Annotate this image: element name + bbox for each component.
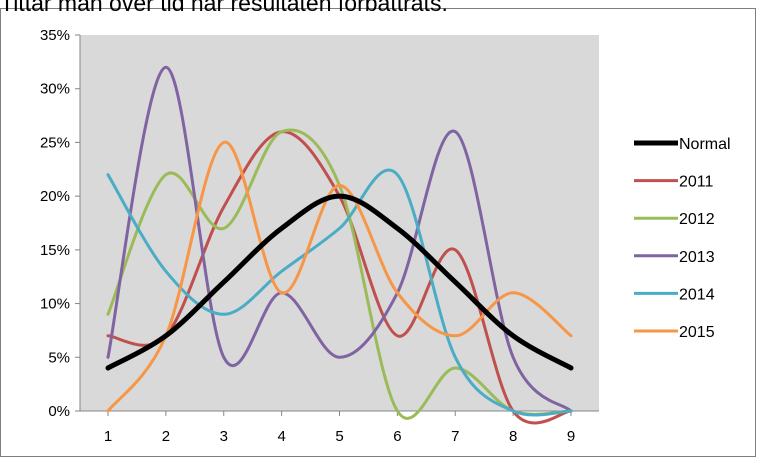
y-tick-label: 5% xyxy=(48,349,70,366)
x-tick-label: 9 xyxy=(567,428,575,445)
x-tick-label: 5 xyxy=(335,428,343,445)
y-tick-label: 30% xyxy=(40,81,70,98)
series-group xyxy=(105,65,574,425)
legend-label-2012: 2012 xyxy=(679,211,715,228)
legend-label-2011: 2011 xyxy=(679,174,714,191)
x-tick-label: 4 xyxy=(277,428,285,445)
legend-label-2014: 2014 xyxy=(679,286,715,303)
series-line-normal xyxy=(105,193,574,371)
plot-area xyxy=(80,35,599,411)
legend: Normal 2011 2012 2013 2014 2015 xyxy=(634,136,731,341)
series-line-2015 xyxy=(106,140,573,413)
y-tick-label: 0% xyxy=(48,403,70,420)
y-tick-label: 25% xyxy=(40,134,70,151)
caption-text: Tittar man över tid har resultaten förbä… xyxy=(0,0,448,15)
y-tick-label: 15% xyxy=(40,242,70,259)
y-tick-label: 35% xyxy=(40,27,70,44)
legend-label-2015: 2015 xyxy=(679,324,715,341)
x-tick-label: 8 xyxy=(509,428,517,445)
x-tick-label: 1 xyxy=(104,428,112,445)
y-tick-label: 10% xyxy=(40,296,70,313)
legend-label-normal: Normal xyxy=(679,136,731,153)
legend-label-2013: 2013 xyxy=(679,249,715,266)
x-tick-label: 6 xyxy=(393,428,401,445)
x-tick-label: 3 xyxy=(220,428,228,445)
x-tick-label: 7 xyxy=(451,428,459,445)
y-tick-label: 20% xyxy=(40,188,70,205)
y-axis: 0% 5% 10% 15% 20% 25% 30% 35% xyxy=(40,27,81,420)
series-line-2013 xyxy=(106,65,573,413)
x-tick-label: 2 xyxy=(162,428,170,445)
